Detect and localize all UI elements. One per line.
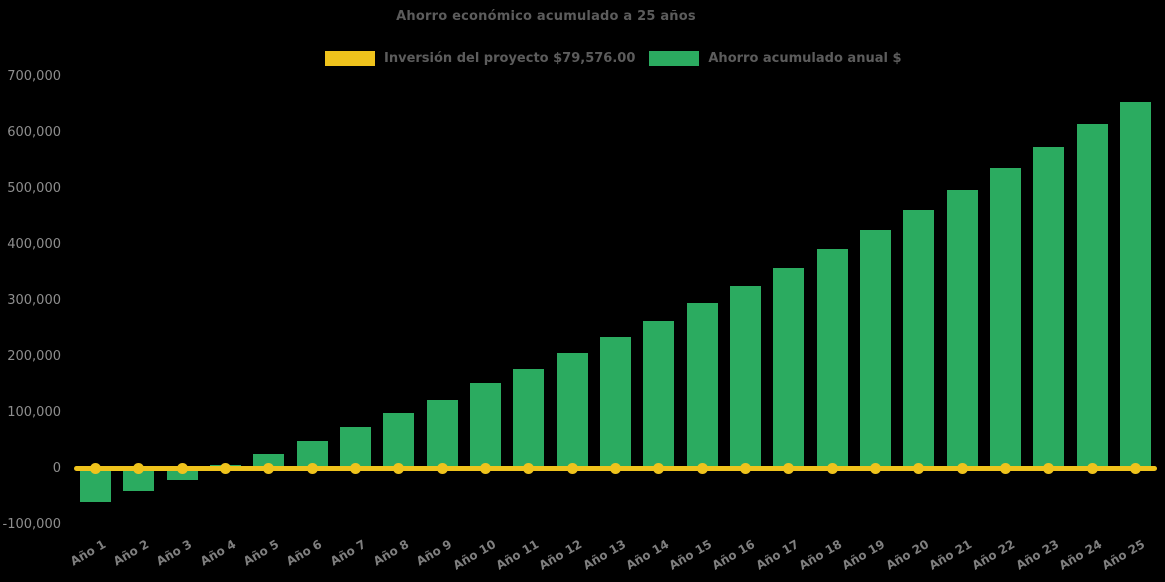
investment-line-marker [913, 463, 925, 474]
investment-line-marker [869, 463, 881, 474]
investment-line-marker [696, 463, 708, 474]
investment-line-marker [783, 463, 795, 474]
y-axis-tick-label: 400,000 [7, 236, 61, 252]
investment-line-marker [480, 463, 492, 474]
bar-año-16 [729, 285, 761, 469]
investment-line-marker [1129, 463, 1141, 474]
investment-line-marker [90, 463, 102, 474]
investment-line-marker [566, 463, 578, 474]
bar-año-11 [513, 368, 545, 469]
bar-año-10 [470, 383, 502, 469]
investment-line-marker [739, 463, 751, 474]
investment-line-marker [999, 463, 1011, 474]
investment-line-marker [1043, 463, 1055, 474]
bar-año-25 [1119, 101, 1151, 469]
investment-line-marker [610, 463, 621, 474]
bar-año-19 [859, 229, 891, 469]
y-axis-tick-label: 500,000 [7, 180, 61, 196]
bar-año-12 [556, 353, 588, 469]
bar-año-23 [1033, 147, 1065, 469]
bar-año-3 [166, 468, 198, 481]
bar-año-9 [426, 399, 458, 469]
y-axis-tick-label: 700,000 [7, 68, 61, 84]
investment-line-marker [393, 463, 405, 474]
investment-line-marker [220, 463, 232, 474]
investment-line-marker [826, 463, 838, 474]
legend-swatch-ahorro [649, 51, 700, 66]
y-axis-tick-label: 100,000 [7, 404, 61, 420]
bar-año-14 [643, 320, 675, 469]
y-axis-tick-label: 600,000 [7, 124, 61, 140]
bar-año-8 [383, 413, 415, 469]
y-axis-tick-label: 300,000 [7, 292, 61, 308]
investment-line-marker [176, 463, 188, 474]
investment-line-marker [306, 463, 318, 474]
bar-año-13 [600, 337, 631, 469]
legend-swatch-inversion [325, 51, 375, 66]
legend: Inversión del proyecto $79,576.00 Ahorro… [325, 51, 902, 66]
bar-año-1 [80, 468, 112, 503]
investment-line-marker [350, 463, 362, 474]
bar-año-7 [340, 427, 372, 469]
bar-año-24 [1076, 123, 1108, 469]
y-axis-tick-label: 200,000 [7, 348, 61, 364]
bar-año-18 [816, 248, 848, 469]
investment-line-marker [436, 463, 448, 474]
investment-line-marker [653, 463, 665, 474]
investment-line-marker [133, 463, 145, 474]
y-axis-tick-label: -100,000 [2, 516, 61, 532]
chart-title: Ahorro económico acumulado a 25 años [396, 9, 696, 24]
bar-año-15 [686, 303, 718, 469]
legend-label-ahorro: Ahorro acumulado anual $ [708, 51, 902, 66]
bar-año-20 [903, 210, 935, 469]
investment-line-marker [263, 463, 275, 474]
bar-año-21 [946, 189, 978, 469]
bar-año-2 [123, 468, 155, 491]
bar-año-5 [253, 453, 285, 469]
y-axis-tick-label: 0 [52, 460, 61, 476]
investment-line-marker [523, 463, 535, 474]
bar-año-22 [989, 168, 1021, 469]
investment-line-marker [956, 463, 968, 474]
investment-line-marker [1086, 463, 1098, 474]
legend-label-inversion: Inversión del proyecto $79,576.00 [384, 51, 636, 66]
bar-año-17 [773, 268, 805, 469]
